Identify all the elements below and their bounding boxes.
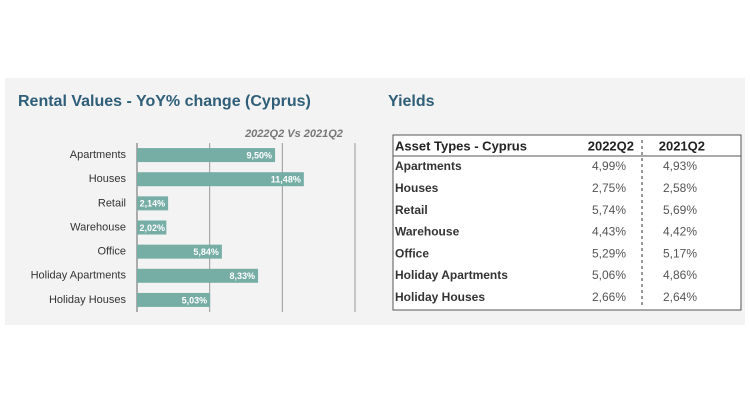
table-header: 2022Q2 [588, 138, 634, 153]
value-label: 11,48% [271, 175, 301, 185]
table-cell: 5,29% [592, 246, 626, 260]
bar [137, 292, 211, 307]
table-cell: 4,93% [663, 159, 697, 173]
category-label: Retail [98, 197, 126, 209]
value-label: 9,50% [247, 150, 273, 160]
bar [137, 244, 222, 259]
value-label: 5,84% [193, 247, 219, 257]
bar [137, 268, 259, 283]
bar [137, 172, 304, 187]
category-label: Apartments [70, 149, 127, 161]
category-label: Houses [89, 173, 127, 185]
row-label: Apartments [395, 159, 462, 173]
category-label: Holiday Houses [49, 294, 127, 306]
table-cell: 4,86% [663, 268, 697, 282]
row-label: Warehouse [395, 225, 460, 239]
value-label: 2,02% [139, 223, 165, 233]
chart-subtitle: 2022Q2 Vs 2021Q2 [244, 128, 343, 140]
table-cell: 4,42% [663, 225, 697, 239]
bar [137, 220, 167, 235]
table-header: Asset Types - Cyprus [395, 138, 527, 153]
row-label: Holiday Houses [395, 290, 485, 304]
table-cell: 4,43% [592, 225, 626, 239]
row-label: Holiday Apartments [395, 268, 508, 282]
value-label: 5,03% [182, 295, 208, 305]
table-cell: 2,75% [592, 181, 626, 195]
table-cell: 5,17% [663, 246, 697, 260]
table-cell: 5,74% [592, 203, 626, 217]
table-cell: 5,69% [663, 203, 697, 217]
row-label: Office [395, 246, 429, 260]
table-cell: 2,58% [663, 181, 697, 195]
bar [137, 196, 169, 211]
value-label: 8,33% [230, 271, 256, 281]
category-label: Holiday Apartments [31, 270, 127, 282]
chart-title: Rental Values - YoY% change (Cyprus) [18, 93, 311, 110]
row-label: Retail [395, 203, 428, 217]
category-label: Warehouse [70, 221, 126, 233]
value-label: 2,14% [140, 199, 166, 209]
table-cell: 2,64% [663, 290, 697, 304]
row-label: Houses [395, 181, 439, 195]
table-title: Yields [388, 93, 435, 110]
table-cell: 4,99% [592, 159, 626, 173]
category-label: Office [97, 246, 126, 258]
table-cell: 2,66% [592, 290, 626, 304]
table-frame [392, 134, 742, 311]
table-cell: 5,06% [592, 268, 626, 282]
bar [137, 148, 276, 163]
table-header: 2021Q2 [659, 138, 705, 153]
